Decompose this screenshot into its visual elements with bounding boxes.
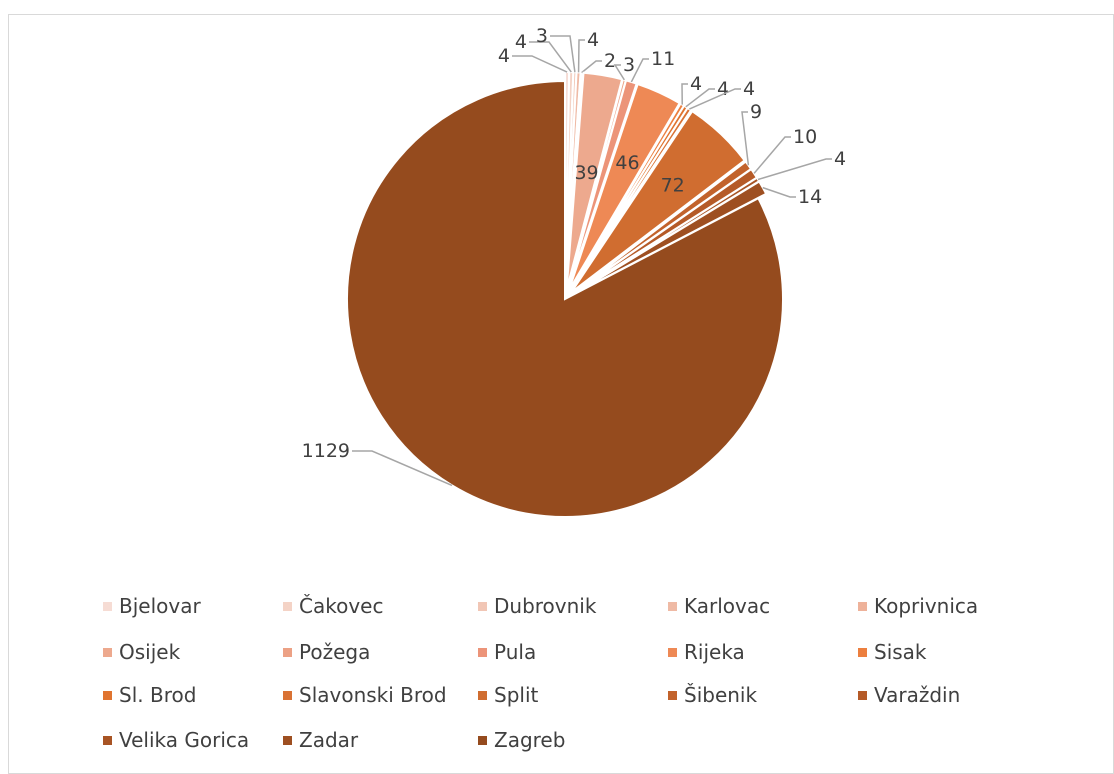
leader-line: [689, 88, 741, 110]
data-label: 3: [623, 54, 635, 76]
leader-line: [630, 58, 649, 83]
data-label: 4: [717, 78, 729, 100]
data-label: 11: [651, 48, 675, 70]
data-label: 4: [690, 73, 702, 95]
leader-line: [550, 35, 576, 73]
leader-line: [352, 450, 453, 487]
leader-line: [512, 55, 568, 73]
leader-line: [529, 41, 572, 73]
pie-slice: [346, 79, 784, 518]
data-label: 3: [536, 25, 548, 47]
data-label: 1129: [302, 440, 350, 462]
data-label: 2: [604, 50, 616, 72]
data-label: 10: [793, 126, 817, 148]
pie-slice: [569, 106, 693, 293]
data-label: 72: [661, 174, 685, 196]
leader-line: [685, 88, 715, 108]
pie-slice: [567, 82, 681, 292]
data-label: 46: [615, 152, 639, 174]
leader-line: [762, 186, 796, 198]
pie-slice: [570, 109, 746, 294]
data-label: 4: [515, 31, 527, 53]
leader-line: [577, 39, 585, 73]
data-label: 4: [743, 78, 755, 100]
data-label: 4: [498, 45, 510, 67]
data-label: 14: [798, 186, 822, 208]
leader-line: [757, 158, 832, 181]
data-label: 39: [574, 162, 598, 184]
data-label: 4: [587, 29, 599, 51]
leader-line: [681, 83, 688, 105]
leader-line: [741, 111, 750, 166]
leader-line: [581, 60, 602, 74]
data-label: 4: [834, 148, 846, 170]
data-label: 9: [750, 101, 762, 123]
leader-line: [613, 64, 625, 81]
leader-line: [753, 136, 791, 174]
